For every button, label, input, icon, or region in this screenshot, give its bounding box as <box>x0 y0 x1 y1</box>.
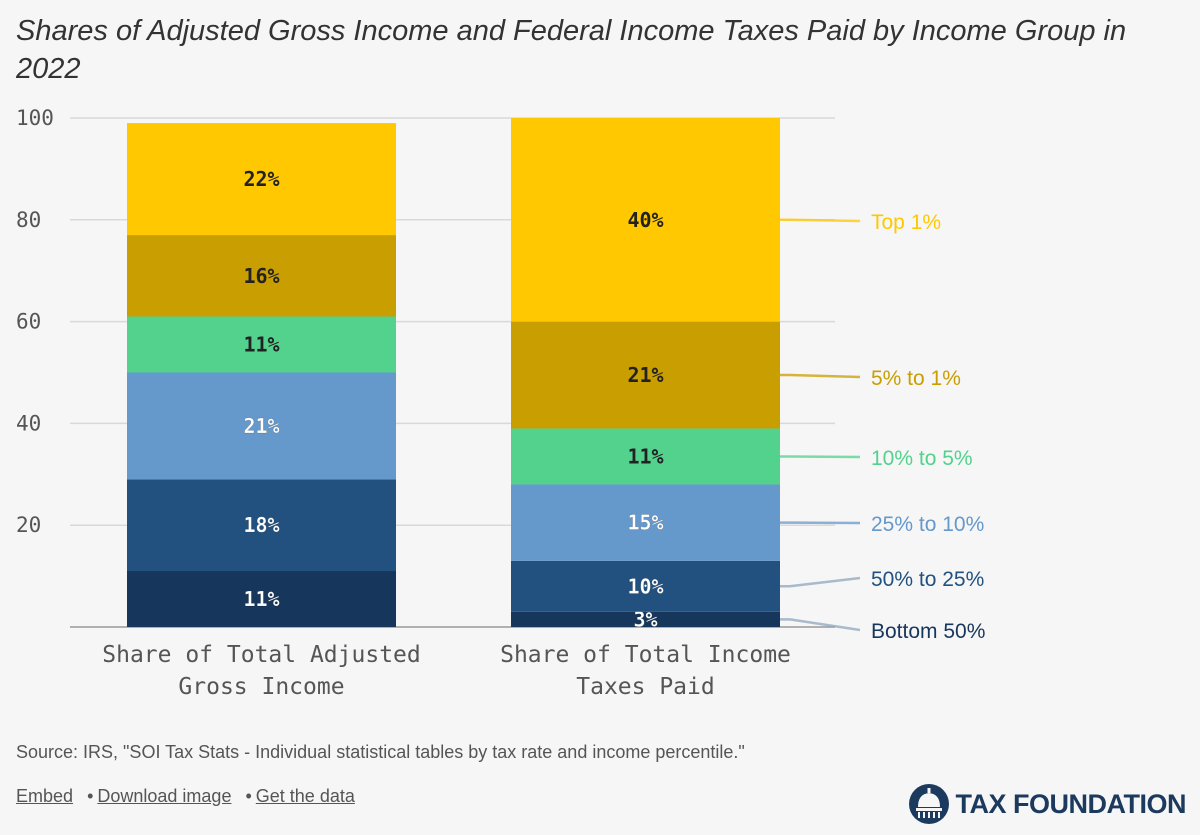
x-category-label: Taxes Paid <box>576 674 714 700</box>
data-label: 11% <box>243 587 279 611</box>
legend-label: 10% to 5% <box>871 447 973 470</box>
source-note: Source: IRS, "SOI Tax Stats - Individual… <box>16 742 745 762</box>
data-label: 40% <box>627 208 663 232</box>
legend-leader-line <box>780 218 861 223</box>
get-data-link[interactable]: Get the data <box>255 786 355 806</box>
tax-foundation-logo: TAX FOUNDATION <box>908 783 1187 825</box>
bar-segment <box>511 611 780 627</box>
data-label: 18% <box>243 513 279 537</box>
legend-label: 5% to 1% <box>871 367 961 390</box>
legend-label: 50% to 25% <box>871 568 984 591</box>
x-category-label: Share of Total Adjusted <box>102 642 421 668</box>
legend-label: Top 1% <box>871 211 941 234</box>
bar-segment <box>127 479 396 572</box>
bar-segment <box>511 321 780 429</box>
data-label: 16% <box>243 264 279 288</box>
bar-segment <box>511 118 780 322</box>
y-tick-label: 60 <box>16 310 41 334</box>
legend-leader-line <box>780 618 861 632</box>
data-label: 11% <box>627 444 663 468</box>
bar-segment <box>127 372 396 480</box>
y-tick-label: 20 <box>16 513 41 537</box>
bar-segment <box>511 428 780 485</box>
brand-name: TAX FOUNDATION <box>955 788 1187 819</box>
data-label: 21% <box>627 363 663 387</box>
bar-segment <box>511 484 780 561</box>
legend-leader-line <box>780 455 861 459</box>
separator: • <box>245 786 252 806</box>
x-axis: Share of Total Adjusted Gross Income Share… <box>102 642 791 700</box>
y-tick-label: 80 <box>16 208 41 232</box>
legend-label: 25% to 10% <box>871 513 984 536</box>
download-image-link[interactable]: Download image <box>97 786 232 806</box>
footer-links: Embed • Download image • Get the data <box>16 786 355 807</box>
data-label: 21% <box>243 414 279 438</box>
bar-segment <box>511 560 780 612</box>
embed-link[interactable]: Embed <box>16 786 74 806</box>
bars: 11%18%21%11%16%22%3%10%15%11%21%40% <box>127 118 780 632</box>
legend-leader-line <box>780 373 861 379</box>
bar-segment <box>127 235 396 317</box>
capitol-dome-icon <box>908 784 949 824</box>
separator: • <box>87 786 94 806</box>
legend-label: Bottom 50% <box>871 620 985 643</box>
bar-segment <box>127 123 396 236</box>
data-label: 22% <box>243 167 279 191</box>
y-tick-label: 100 <box>16 106 54 130</box>
bar-segment <box>127 571 396 627</box>
chart-title: Shares of Adjusted Gross Income and Fede… <box>16 15 1127 85</box>
data-label: 10% <box>627 574 663 598</box>
legend: Bottom 50% 50% to 25% 25% to 10% 10% to 5% 5… <box>780 211 985 643</box>
bar-segment <box>127 316 396 373</box>
y-tick-label: 40 <box>16 411 41 435</box>
data-label: 15% <box>627 511 663 535</box>
x-category-label: Gross Income <box>178 674 344 700</box>
x-category-label: Share of Total Income <box>500 642 791 668</box>
legend-leader-line <box>780 576 861 588</box>
data-label: 11% <box>243 333 279 357</box>
y-axis: 20 40 60 80 100 <box>16 106 54 537</box>
